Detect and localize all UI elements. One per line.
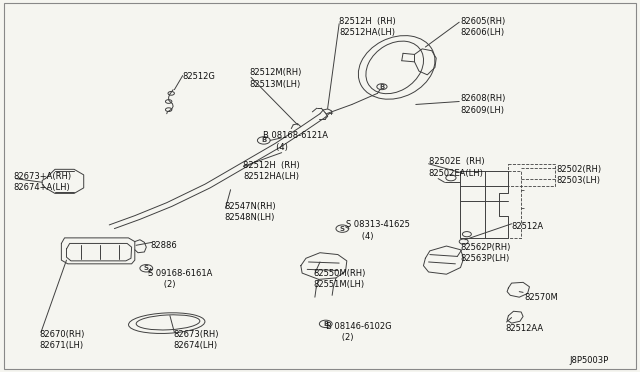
Text: J8P5003P: J8P5003P bbox=[569, 356, 608, 365]
Text: 82886: 82886 bbox=[151, 241, 177, 250]
Text: S: S bbox=[340, 226, 345, 232]
Text: 82512H  (RH)
82512HA(LH): 82512H (RH) 82512HA(LH) bbox=[243, 161, 300, 181]
Text: 82512A: 82512A bbox=[511, 222, 544, 231]
Text: S: S bbox=[144, 265, 148, 271]
Text: 82673+A(RH)
82674+A(LH): 82673+A(RH) 82674+A(LH) bbox=[13, 172, 72, 192]
Text: 82550M(RH)
82551M(LH): 82550M(RH) 82551M(LH) bbox=[314, 269, 366, 289]
Text: B 08168-6121A
     (4): B 08168-6121A (4) bbox=[262, 131, 328, 151]
Text: 82547N(RH)
82548N(LH): 82547N(RH) 82548N(LH) bbox=[224, 202, 276, 222]
Text: 82512AA: 82512AA bbox=[505, 324, 543, 333]
Text: 82502E  (RH)
82502EA(LH): 82502E (RH) 82502EA(LH) bbox=[429, 157, 484, 177]
Text: 82673(RH)
82674(LH): 82673(RH) 82674(LH) bbox=[173, 330, 219, 350]
Text: 82512M(RH)
82513M(LH): 82512M(RH) 82513M(LH) bbox=[250, 68, 302, 89]
Text: 82608(RH)
82609(LH): 82608(RH) 82609(LH) bbox=[461, 94, 506, 115]
Text: 82570M: 82570M bbox=[524, 293, 558, 302]
Text: S 08313-41625
      (4): S 08313-41625 (4) bbox=[346, 221, 410, 241]
Text: 82512H  (RH)
82512HA(LH): 82512H (RH) 82512HA(LH) bbox=[339, 17, 396, 37]
Text: 82605(RH)
82606(LH): 82605(RH) 82606(LH) bbox=[461, 17, 506, 37]
Text: 82502(RH)
82503(LH): 82502(RH) 82503(LH) bbox=[556, 165, 602, 185]
Text: B: B bbox=[323, 321, 328, 327]
Text: 82512G: 82512G bbox=[182, 72, 216, 81]
Text: 82562P(RH)
82563P(LH): 82562P(RH) 82563P(LH) bbox=[461, 243, 511, 263]
Text: 82670(RH)
82671(LH): 82670(RH) 82671(LH) bbox=[39, 330, 84, 350]
Text: S 09168-6161A
      (2): S 09168-6161A (2) bbox=[148, 269, 212, 289]
Text: B: B bbox=[261, 137, 266, 144]
Text: B 08146-6102G
      (2): B 08146-6102G (2) bbox=[326, 323, 392, 343]
Text: B: B bbox=[380, 84, 385, 90]
